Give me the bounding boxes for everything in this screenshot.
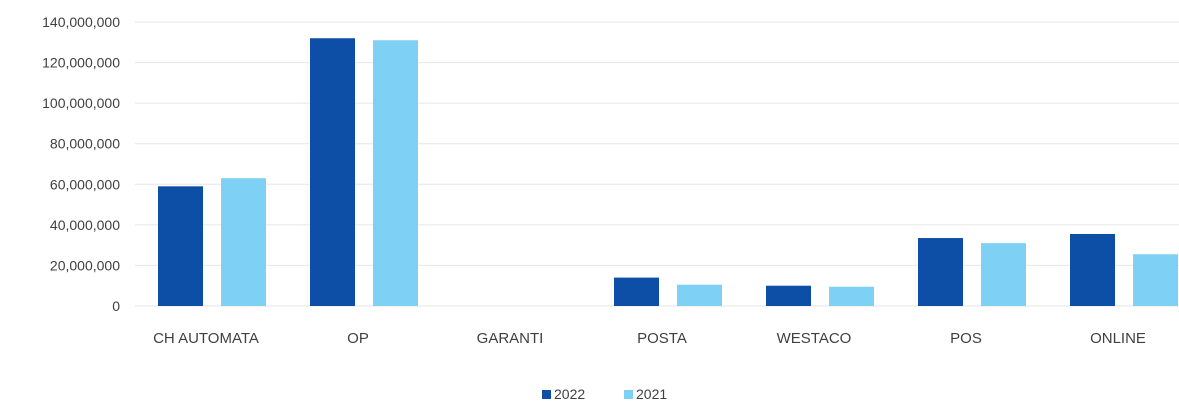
legend-label: 2022	[554, 386, 585, 402]
bar-2021-westaco	[829, 286, 874, 306]
bar-2022-pos	[918, 238, 963, 306]
legend-swatch	[624, 390, 633, 399]
legend: 2022 2021	[542, 386, 667, 402]
bar-2021-pos	[981, 243, 1026, 306]
legend-item-2021: 2021	[624, 386, 667, 402]
y-axis-tick-labels: 0 20,000,000 40,000,000 60,000,000 80,000,00…	[42, 14, 120, 314]
legend-swatch	[542, 390, 551, 399]
x-category-label: WESTACO	[777, 330, 852, 347]
bar-2022-op	[310, 38, 355, 306]
bar-2022-online	[1070, 233, 1115, 306]
x-category-label: ONLINE	[1090, 330, 1146, 347]
bar-2021-ch-automata	[221, 178, 266, 306]
y-tick-label: 0	[112, 298, 120, 314]
y-tick-label: 60,000,000	[50, 176, 120, 192]
x-category-label: GARANTI	[477, 330, 544, 347]
bar-2022-ch-automata	[158, 186, 203, 306]
bar-2022-posta	[614, 277, 659, 306]
x-category-label: OP	[347, 330, 369, 347]
bar-2021-op	[373, 40, 418, 306]
x-category-label: CH AUTOMATA	[153, 330, 259, 347]
x-category-label: POSTA	[637, 330, 687, 347]
x-category-label: POS	[950, 330, 982, 347]
bar-2022-westaco	[766, 285, 811, 306]
y-tick-label: 80,000,000	[50, 136, 120, 152]
gridlines	[135, 21, 1179, 307]
bars	[158, 38, 1178, 306]
y-tick-label: 20,000,000	[50, 257, 120, 273]
y-tick-label: 140,000,000	[42, 14, 120, 30]
legend-label: 2021	[636, 386, 667, 402]
y-tick-label: 100,000,000	[42, 95, 120, 111]
legend-item-2022: 2022	[542, 386, 585, 402]
x-axis-category-labels: CH AUTOMATA OP GARANTI POSTA WESTACO POS ONLIN…	[153, 330, 1146, 347]
y-tick-label: 120,000,000	[42, 55, 120, 71]
y-tick-label: 40,000,000	[50, 217, 120, 233]
bar-2021-online	[1133, 254, 1178, 306]
bar-2021-posta	[677, 284, 722, 306]
